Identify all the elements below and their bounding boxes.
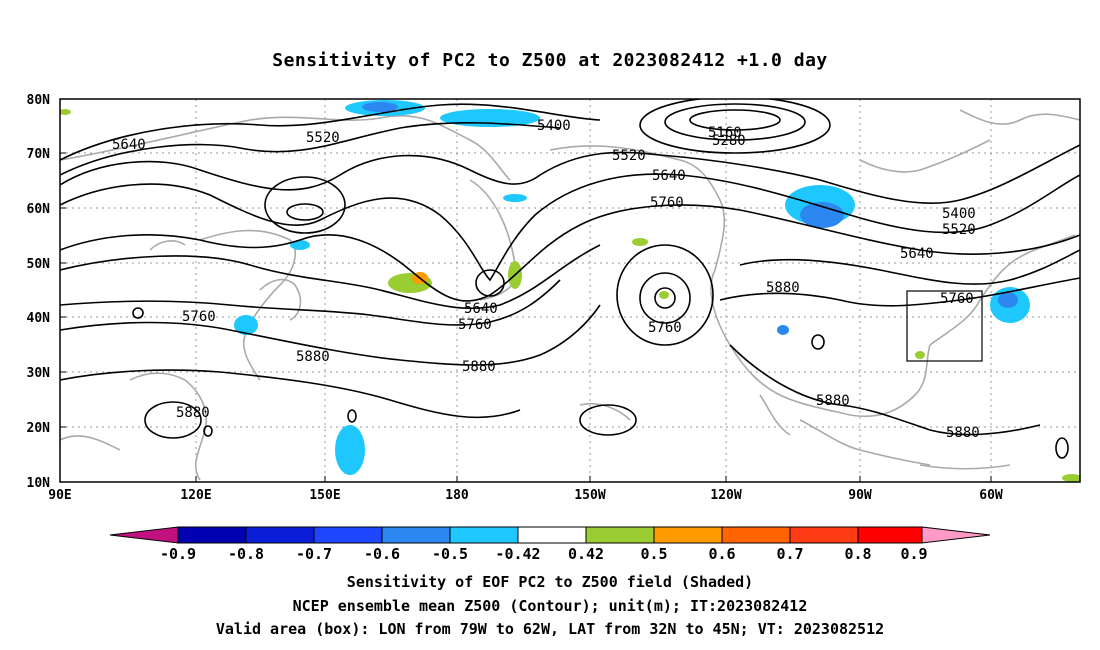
contour-label: 5400 bbox=[537, 118, 571, 134]
colorbar bbox=[109, 526, 991, 544]
colorbar-bin bbox=[449, 526, 519, 544]
lat-label: 20N bbox=[27, 421, 51, 436]
contour-label: 5520 bbox=[612, 148, 646, 164]
contour-label: 5640 bbox=[112, 137, 146, 153]
contour-label: 5760 bbox=[182, 309, 216, 325]
lon-label: 60W bbox=[979, 488, 1003, 503]
lon-label: 120E bbox=[180, 488, 211, 503]
colorbar-label: -0.9 bbox=[160, 545, 196, 563]
lon-label: 180 bbox=[445, 488, 469, 503]
colorbar-low-arrow bbox=[109, 526, 179, 544]
contour-label: 5640 bbox=[652, 168, 686, 184]
contour-label: 5760 bbox=[650, 195, 684, 211]
contour-label: 5880 bbox=[176, 405, 210, 421]
latitude-labels: 80N 70N 60N 50N 40N 30N 20N 10N bbox=[27, 93, 51, 491]
colorbar-bin bbox=[789, 526, 859, 544]
lat-label: 50N bbox=[27, 257, 51, 272]
lat-label: 30N bbox=[27, 366, 51, 381]
colorbar-label: 0.8 bbox=[844, 545, 871, 563]
caption-valid-area: Valid area (box): LON from 79W to 62W, L… bbox=[215, 620, 885, 638]
colorbar-label: -0.8 bbox=[228, 545, 264, 563]
colorbar-labels: -0.9 -0.8 -0.7 -0.6 -0.5 -0.42 0.42 0.5 … bbox=[160, 545, 928, 563]
lon-label: 120W bbox=[710, 488, 741, 503]
lon-label: 90W bbox=[848, 488, 872, 503]
lat-label: 70N bbox=[27, 147, 51, 162]
lon-label: 90E bbox=[48, 488, 71, 503]
lat-label: 80N bbox=[27, 93, 51, 108]
colorbar-label: 0.5 bbox=[640, 545, 667, 563]
colorbar-bin bbox=[381, 526, 451, 544]
lat-label: 40N bbox=[27, 311, 51, 326]
colorbar-bin bbox=[857, 526, 923, 544]
colorbar-bin bbox=[245, 526, 315, 544]
colorbar-label: 0.42 bbox=[568, 545, 604, 563]
z500-contours bbox=[60, 99, 1080, 459]
lon-label: 150E bbox=[309, 488, 340, 503]
colorbar-label: 0.9 bbox=[900, 545, 927, 563]
contour-label: 5880 bbox=[816, 393, 850, 409]
colorbar-label: 0.7 bbox=[776, 545, 803, 563]
lat-label: 60N bbox=[27, 202, 51, 217]
colorbar-bin bbox=[653, 526, 723, 544]
colorbar-bin bbox=[585, 526, 655, 544]
caption-contour: NCEP ensemble mean Z500 (Contour); unit(… bbox=[292, 597, 808, 615]
contour-label: 5880 bbox=[296, 349, 330, 365]
axis-ticks bbox=[60, 98, 992, 482]
lon-label: 150W bbox=[574, 488, 605, 503]
valid-area-box bbox=[906, 290, 983, 362]
contour-label: 5880 bbox=[766, 280, 800, 296]
colorbar-label: 0.6 bbox=[708, 545, 735, 563]
colorbar-label: -0.7 bbox=[296, 545, 332, 563]
colorbar-bin bbox=[517, 526, 587, 544]
colorbar-label: -0.42 bbox=[495, 545, 540, 563]
contour-label: 5400 bbox=[942, 206, 976, 222]
colorbar-high-arrow bbox=[921, 526, 991, 544]
contour-label: 5520 bbox=[942, 222, 976, 238]
contour-label: 5640 bbox=[900, 246, 934, 262]
contour-label: 5280 bbox=[712, 133, 746, 149]
contour-label: 5160 bbox=[708, 125, 742, 141]
map-title: Sensitivity of PC2 to Z500 at 2023082412… bbox=[272, 50, 828, 71]
contour-label: 5760 bbox=[648, 320, 682, 336]
colorbar-label: -0.6 bbox=[364, 545, 400, 563]
contour-label: 5640 bbox=[464, 301, 498, 317]
contour-label: 5880 bbox=[946, 425, 980, 441]
lat-label: 10N bbox=[27, 476, 51, 491]
contour-labels: 5640 5520 5400 5160 5280 5520 5640 5760 … bbox=[112, 118, 980, 441]
colorbar-bin bbox=[313, 526, 383, 544]
colorbar-bin bbox=[721, 526, 791, 544]
colorbar-bin bbox=[177, 526, 247, 544]
map-frame bbox=[59, 98, 1081, 483]
contour-label: 5760 bbox=[458, 317, 492, 333]
contour-label: 5520 bbox=[306, 130, 340, 146]
contour-label: 5760 bbox=[940, 291, 974, 307]
contour-label: 5880 bbox=[462, 359, 496, 375]
longitude-labels: 90E 120E 150E 180 150W 120W 90W 60W bbox=[48, 488, 1003, 503]
caption-shaded: Sensitivity of EOF PC2 to Z500 field (Sh… bbox=[346, 573, 754, 591]
colorbar-label: -0.5 bbox=[432, 545, 468, 563]
